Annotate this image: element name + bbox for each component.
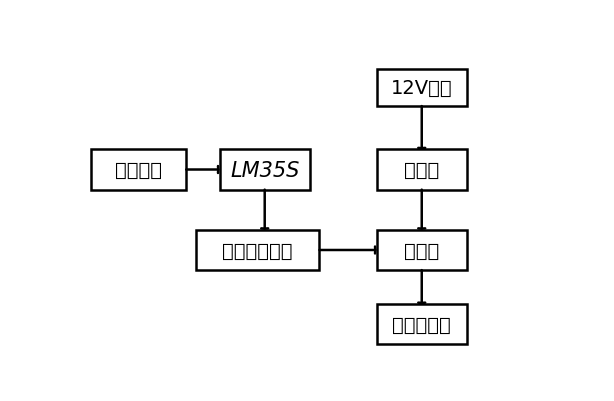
Text: 采样电路: 采样电路 — [115, 161, 162, 180]
Text: 发光二极管: 发光二极管 — [392, 315, 451, 334]
Text: 可控硅控制脚: 可控硅控制脚 — [222, 241, 293, 260]
Bar — [91, 150, 186, 190]
Bar — [376, 70, 467, 107]
Text: 可控硅: 可控硅 — [404, 241, 440, 260]
Text: 12V供电: 12V供电 — [391, 79, 453, 98]
Bar — [196, 230, 319, 270]
Text: 继电器: 继电器 — [404, 161, 440, 180]
Bar — [220, 150, 310, 190]
Bar — [376, 150, 467, 190]
Text: LM35S: LM35S — [230, 160, 300, 180]
Bar — [376, 230, 467, 270]
Bar — [376, 304, 467, 344]
